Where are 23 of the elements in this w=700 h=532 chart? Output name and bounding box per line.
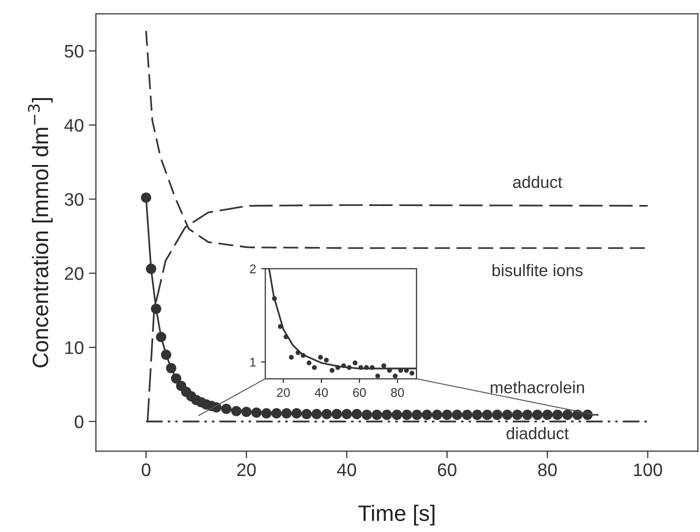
y-tick-label: 40 [64, 118, 84, 132]
x-tick-label: 0 [142, 463, 150, 476]
x-tick-label: 60 [353, 388, 366, 397]
y-tick-label: 10 [65, 341, 84, 354]
series-label: adduct [513, 176, 562, 188]
series-label: methacrolein [490, 381, 584, 394]
y-tick-label: 0 [74, 415, 84, 428]
x-tick-label: 80 [538, 463, 557, 476]
x-tick-label: 80 [391, 388, 404, 397]
series-label: diadduct [506, 427, 569, 440]
x-tick-label: 60 [438, 463, 456, 476]
x-tick-label: 40 [337, 463, 356, 476]
series-label: bisulfite ions [492, 264, 583, 276]
y-axis-title: Concentration [mmol dm$^{−3}$] [28, 98, 53, 368]
y-tick-label: 2 [250, 264, 256, 274]
y-tick-label: 50 [64, 44, 84, 58]
y-tick-label: 30 [64, 193, 84, 206]
x-tick-label: 20 [277, 388, 290, 397]
y-tick-label: 20 [64, 267, 84, 280]
y-tick-label: 1 [250, 358, 256, 367]
x-axis-title: Time [s] [358, 504, 434, 526]
x-tick-label: 40 [314, 388, 328, 397]
x-tick-label: 100 [634, 463, 662, 476]
